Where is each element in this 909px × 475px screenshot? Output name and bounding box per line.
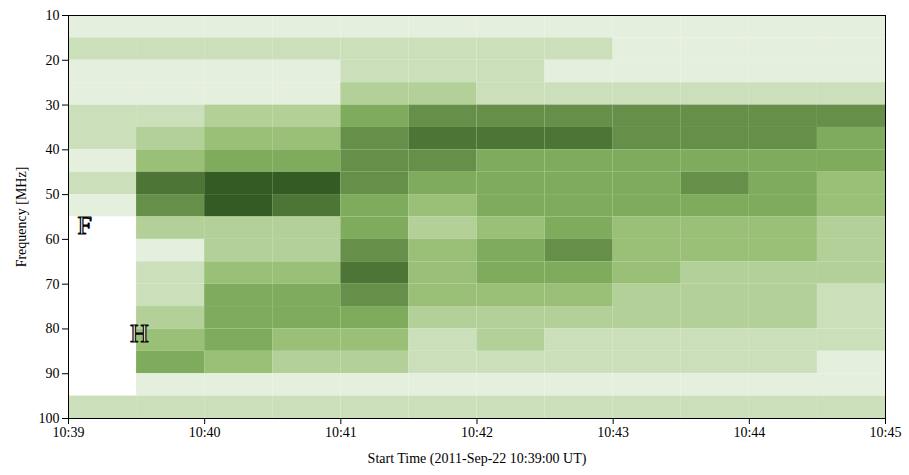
svg-text:40: 40 xyxy=(46,142,60,157)
svg-text:80: 80 xyxy=(46,321,60,336)
svg-text:70: 70 xyxy=(46,277,60,292)
svg-text:10:45: 10:45 xyxy=(870,425,902,440)
svg-text:10: 10 xyxy=(46,8,60,23)
svg-text:H: H xyxy=(130,319,149,348)
svg-text:10:39: 10:39 xyxy=(53,425,85,440)
svg-text:10:40: 10:40 xyxy=(189,425,221,440)
svg-text:Frequency [MHz]: Frequency [MHz] xyxy=(14,167,29,268)
svg-text:Start Time (2011-Sep-22 10:39:: Start Time (2011-Sep-22 10:39:00 UT) xyxy=(368,451,587,467)
svg-text:30: 30 xyxy=(46,98,60,113)
svg-text:10:43: 10:43 xyxy=(597,425,629,440)
svg-text:20: 20 xyxy=(46,53,60,68)
svg-text:60: 60 xyxy=(46,232,60,247)
svg-text:10:42: 10:42 xyxy=(461,425,493,440)
svg-text:100: 100 xyxy=(39,411,60,426)
svg-text:F: F xyxy=(78,211,92,240)
svg-text:90: 90 xyxy=(46,366,60,381)
svg-text:50: 50 xyxy=(46,187,60,202)
svg-text:10:41: 10:41 xyxy=(325,425,357,440)
svg-text:10:44: 10:44 xyxy=(733,425,765,440)
